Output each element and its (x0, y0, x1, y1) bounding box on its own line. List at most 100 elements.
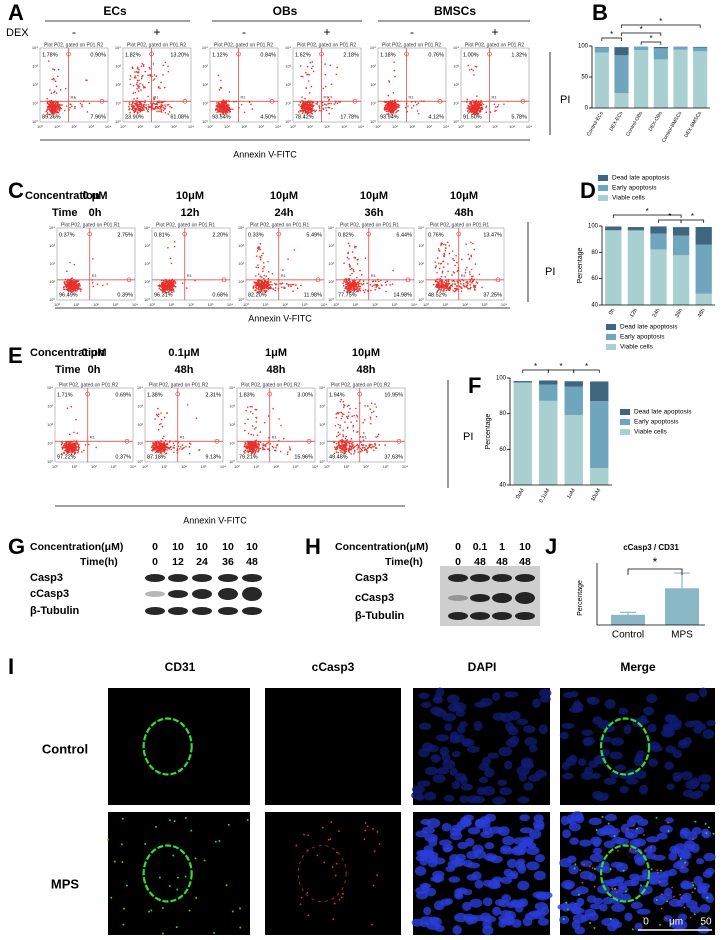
event-dot (307, 80, 310, 82)
event-dot (348, 444, 351, 447)
x-tick-label: 10⁴ (132, 302, 138, 307)
event-dot (75, 443, 78, 445)
nucleus (492, 796, 507, 805)
event-dot (359, 269, 361, 272)
concentration-value: 0 μM (82, 190, 107, 202)
y-tick-label: 10² (285, 82, 291, 87)
gate-label: R1 (371, 273, 377, 278)
event-dot (131, 67, 134, 69)
x-tick-label: 10³ (302, 302, 308, 307)
event-dot (386, 105, 389, 107)
event-dot (168, 283, 171, 286)
event-dot (158, 423, 161, 426)
event-dot (444, 283, 447, 285)
y-axis-title: PI (560, 94, 570, 106)
y-tick-label: 10⁰ (370, 119, 376, 124)
event-dot (146, 110, 149, 112)
gate-handle (236, 51, 241, 57)
event-dot (226, 105, 228, 107)
event-dot (306, 65, 309, 68)
y-tick-label: 10³ (370, 64, 376, 69)
event-dot (262, 261, 265, 264)
band (168, 590, 188, 598)
gate-handle (276, 231, 282, 237)
band-label: Casp3 (355, 572, 388, 584)
nucleus (539, 695, 551, 703)
event-dot (67, 289, 70, 292)
event-dot (253, 453, 256, 455)
event-dot (356, 416, 359, 418)
gate-handle (396, 438, 402, 444)
gate-label: R1 (90, 434, 96, 439)
event-dot (396, 103, 399, 106)
event-dot (268, 448, 270, 450)
event-dot (164, 285, 167, 288)
event-dot (267, 287, 270, 290)
event-dot (359, 287, 361, 290)
event-dot (286, 451, 289, 453)
green-speck (121, 861, 124, 864)
event-dot (350, 453, 353, 455)
event-dot (264, 445, 267, 448)
event-dot (55, 111, 57, 113)
event-dot (325, 106, 327, 109)
event-dot (387, 104, 389, 106)
event-dot (128, 108, 130, 111)
event-dot (282, 269, 284, 271)
bar-segment (650, 226, 667, 234)
event-dot (345, 448, 347, 450)
band (192, 574, 212, 582)
event-dot (435, 286, 438, 289)
event-dot (66, 443, 69, 446)
event-dot (262, 447, 264, 449)
event-dot (496, 105, 499, 108)
event-dot (135, 71, 138, 73)
x-tick-label: Control (612, 630, 644, 641)
event-dot (437, 262, 440, 264)
event-dot (174, 285, 177, 288)
event-dot (360, 448, 363, 451)
x-tick-label: 10⁴ (312, 464, 318, 469)
event-dot (375, 436, 377, 438)
nucleus (442, 713, 457, 722)
event-dot (143, 106, 146, 109)
nucleus (475, 818, 485, 827)
event-dot (55, 109, 58, 112)
quadrant-ul: 1.38% (147, 392, 163, 398)
event-dot (161, 288, 164, 290)
x-tick-label: 10² (91, 464, 97, 469)
concentration-value: 0 (455, 541, 461, 553)
legend-swatch (620, 419, 630, 425)
nucleus (528, 910, 543, 917)
x-tick-label: 10¹ (353, 302, 359, 307)
event-dot (356, 430, 359, 433)
y-tick-label: 10⁰ (47, 459, 53, 464)
significance-star: * (646, 207, 649, 216)
event-dot (69, 447, 72, 450)
event-dot (127, 105, 130, 108)
event-dot (222, 112, 225, 115)
event-dot (286, 453, 289, 455)
quadrant-ul: 1.00% (463, 52, 479, 58)
nucleus (516, 765, 530, 776)
event-dot (259, 283, 261, 286)
red-speck (341, 892, 344, 895)
event-dot (353, 283, 355, 285)
event-dot (220, 107, 223, 110)
red-speck (376, 831, 379, 833)
event-dot (361, 283, 363, 286)
concentration-value: 10 (222, 541, 234, 553)
event-dot (474, 284, 477, 287)
event-dot (394, 99, 396, 101)
time-value: 36h (365, 207, 384, 219)
event-dot (155, 75, 158, 78)
event-dot (254, 286, 257, 289)
event-dot (70, 103, 72, 106)
event-dot (71, 290, 74, 293)
event-dot (323, 103, 326, 106)
event-dot (457, 281, 459, 284)
y-tick-label: 10⁴ (453, 45, 459, 50)
event-dot (350, 448, 353, 451)
event-dot (168, 447, 171, 450)
event-dot (456, 285, 459, 287)
